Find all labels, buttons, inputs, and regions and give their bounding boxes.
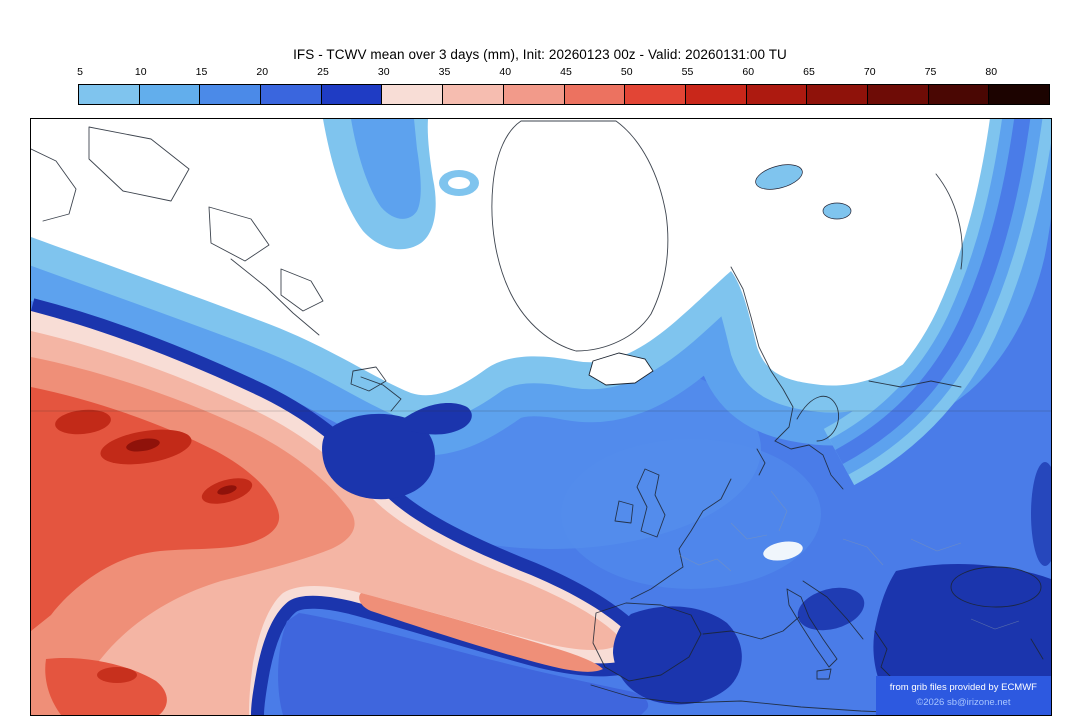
ireland-coastline <box>614 500 634 524</box>
island-patch <box>822 202 852 220</box>
novaya-zemlya-coastline <box>935 173 963 270</box>
country-borders <box>678 490 1020 630</box>
colorbar-segment <box>382 85 444 104</box>
newfoundland-coastline <box>350 366 387 392</box>
britain-coastline <box>636 468 666 538</box>
midatlantic-navy-blob <box>322 413 435 500</box>
credits-box: from grib files provided by ECMWF ©2026 … <box>875 676 1051 715</box>
warm-max <box>55 409 111 435</box>
colorbar-segment <box>261 85 322 104</box>
colorbar-tick-label: 70 <box>863 66 876 78</box>
colorbar-segment <box>139 85 201 104</box>
colorbar-segment <box>200 85 262 104</box>
colorbar-segment <box>989 85 1049 104</box>
colorbar-segment <box>867 85 929 104</box>
colorbar <box>78 84 1050 105</box>
tongue-salmon-streak <box>359 593 603 672</box>
map-container: from grib files provided by ECMWF ©2026 … <box>30 118 1052 716</box>
credits-copyright: ©2026 sb@irizone.net <box>916 697 1011 708</box>
kola-coastline <box>868 380 962 388</box>
greece-coastline <box>874 630 894 680</box>
colorbar-segment <box>746 85 808 104</box>
colorbar-tick-label: 65 <box>803 66 815 78</box>
iberia-navy-blob <box>613 606 742 705</box>
dry-region <box>31 119 999 396</box>
alps-dry-spot <box>763 541 803 561</box>
colorbar-segment <box>321 85 383 104</box>
iceland-coastline <box>588 352 654 386</box>
colorbar-segment <box>685 85 747 104</box>
adriatic-coastline <box>802 580 864 640</box>
weather-map-svg <box>31 119 1051 715</box>
norway-coastline <box>730 266 794 442</box>
moist-patch-core <box>448 177 470 189</box>
iberia-coastline <box>592 602 702 682</box>
colorbar-tick-label: 55 <box>681 66 694 78</box>
colorbar-segment <box>443 85 504 104</box>
right-edge-navy <box>1031 462 1051 566</box>
colorbar-tick-label: 45 <box>560 66 572 78</box>
svalbard-patch <box>755 164 803 190</box>
canada-coastline <box>31 148 77 222</box>
colorbar-segment <box>625 85 686 104</box>
colorbar-tick-label: 30 <box>377 66 390 78</box>
warm-max <box>97 667 137 683</box>
arctic-island-coastline <box>280 268 324 312</box>
colorbar-tick-label: 35 <box>438 66 451 78</box>
bothnia-coastline <box>796 395 839 442</box>
novascotia-coastline <box>360 376 402 412</box>
italy-coastline <box>786 588 838 668</box>
moist-tongue-core <box>351 119 421 219</box>
colorbar-tick-label: 80 <box>985 66 998 78</box>
colorbar-segment <box>503 85 565 104</box>
warm-max-core <box>126 438 160 452</box>
page-title: IFS - TCWV mean over 3 days (mm), Init: … <box>293 47 787 62</box>
greenland-coastline <box>491 120 669 352</box>
mediterranean-coastline <box>702 616 800 640</box>
coastlines <box>31 120 1044 714</box>
notch-blue <box>278 613 649 715</box>
denmark-coastline <box>756 448 766 476</box>
caspian-coastline <box>1030 638 1044 660</box>
credits-source: from grib files provided by ECMWF <box>889 682 1037 693</box>
midatlantic-navy-hook <box>403 403 472 435</box>
colorbar-tick-label: 25 <box>317 66 329 78</box>
map-light-patch <box>561 439 821 589</box>
warm-max-core <box>217 485 237 495</box>
colorbar-segment <box>564 85 626 104</box>
sicily-coastline <box>816 668 832 680</box>
arctic-island-coastline <box>208 206 270 262</box>
colorbar-tick-label: 60 <box>742 66 755 78</box>
colorbar-tick-label: 15 <box>195 66 208 78</box>
blacksea-coastline <box>950 566 1042 608</box>
right-band-core <box>835 119 1031 465</box>
colorbar-tick-label: 10 <box>134 66 147 78</box>
baffin-coastline <box>88 126 190 202</box>
northafrica-coastline <box>590 684 912 714</box>
colorbar-segment <box>807 85 868 104</box>
colorbar-tick-label: 75 <box>924 66 937 78</box>
colorbar-tick-label: 20 <box>256 66 269 78</box>
labrador-coastline <box>230 258 320 336</box>
colorbar-tick-label: 40 <box>499 66 512 78</box>
colorbar-segment <box>79 85 140 104</box>
colorbar-segment <box>928 85 990 104</box>
warm-region-red <box>31 387 280 631</box>
colorbar-labels: 5 10 15 20 25 30 35 40 45 50 55 60 65 70 75 80 <box>77 66 1050 80</box>
colorbar-tick-label: 5 <box>77 66 83 78</box>
colorbar-tick-label: 50 <box>620 66 633 78</box>
baltic-coastline <box>774 440 844 490</box>
warm-region-red-south <box>45 657 167 715</box>
westeurope-coastline <box>630 478 732 600</box>
